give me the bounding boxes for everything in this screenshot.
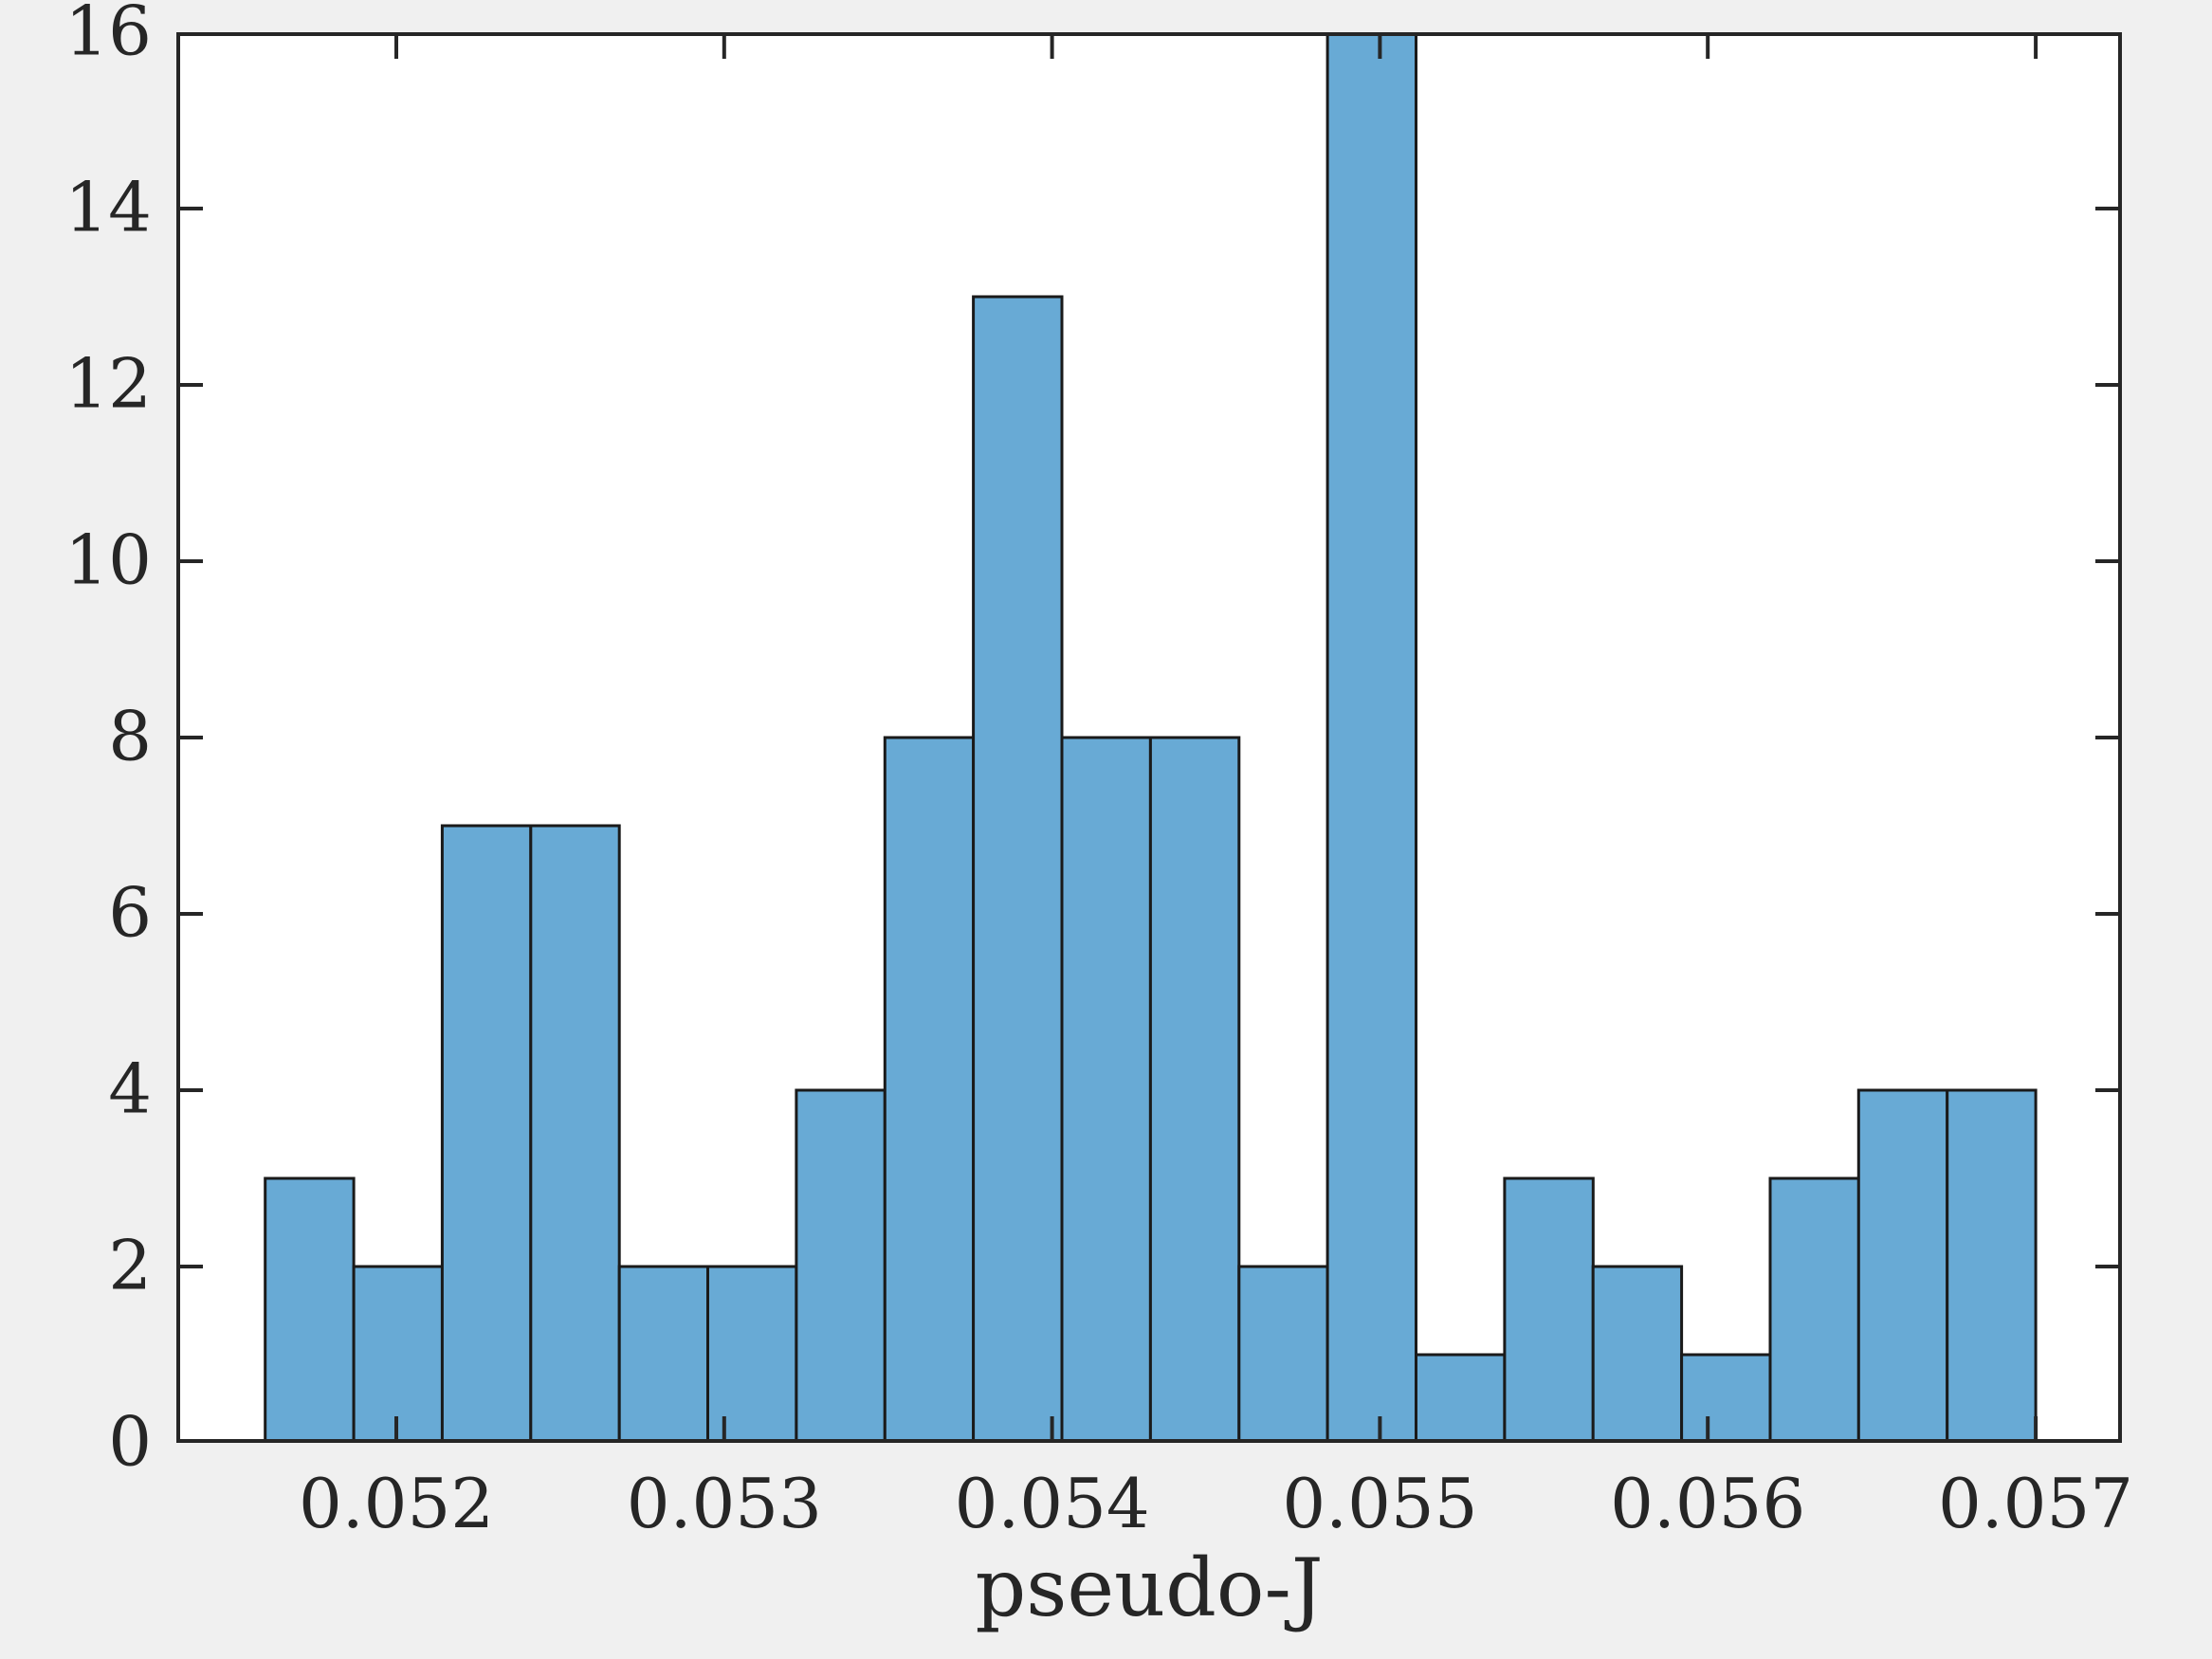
x-axis-tick-label: 0.053 xyxy=(626,1464,822,1543)
histogram-bar xyxy=(1856,1088,1949,1443)
histogram-bar xyxy=(1680,1353,1772,1443)
histogram-bar xyxy=(972,295,1064,1443)
histogram-chart xyxy=(176,32,2122,1443)
y-axis-tick-label: 8 xyxy=(108,696,152,776)
histogram-bar xyxy=(352,1265,445,1443)
x-axis-tick-label: 0.054 xyxy=(954,1464,1150,1543)
plot-area xyxy=(176,32,2122,1443)
histogram-bar xyxy=(529,824,621,1443)
histogram-bar xyxy=(1503,1176,1595,1443)
histogram-bar xyxy=(264,1176,356,1443)
histogram-bar xyxy=(1148,736,1241,1443)
histogram-bar xyxy=(1415,1353,1507,1443)
x-axis-tick-label: 0.052 xyxy=(298,1464,495,1543)
y-axis-tick-label: 2 xyxy=(108,1225,152,1305)
y-axis-tick-label: 16 xyxy=(64,0,152,71)
x-axis-tick-label: 0.057 xyxy=(1937,1464,2134,1543)
histogram-bar xyxy=(883,736,976,1443)
y-axis-tick-label: 4 xyxy=(108,1048,152,1129)
y-axis-tick-label: 0 xyxy=(108,1401,152,1482)
histogram-bar xyxy=(440,824,533,1443)
axes-box xyxy=(176,32,2122,1443)
histogram-bar xyxy=(617,1265,710,1443)
x-axis-label: pseudo-J xyxy=(975,1541,1324,1634)
y-axis-tick-label: 10 xyxy=(64,520,152,600)
histogram-bar xyxy=(1768,1176,1860,1443)
x-axis-tick-label: 0.055 xyxy=(1282,1464,1478,1543)
histogram-bar xyxy=(1591,1265,1684,1443)
histogram-bar xyxy=(1325,32,1417,1443)
histogram-bar xyxy=(795,1088,887,1443)
y-axis-tick-label: 6 xyxy=(108,872,152,953)
x-axis-tick-label: 0.056 xyxy=(1610,1464,1806,1543)
y-axis-tick-label: 14 xyxy=(64,167,152,247)
histogram-bar xyxy=(706,1265,798,1443)
histogram-bar xyxy=(1237,1265,1329,1443)
histogram-bar xyxy=(1946,1088,2038,1443)
histogram-bar xyxy=(1060,736,1152,1443)
y-axis-tick-label: 12 xyxy=(64,343,152,424)
